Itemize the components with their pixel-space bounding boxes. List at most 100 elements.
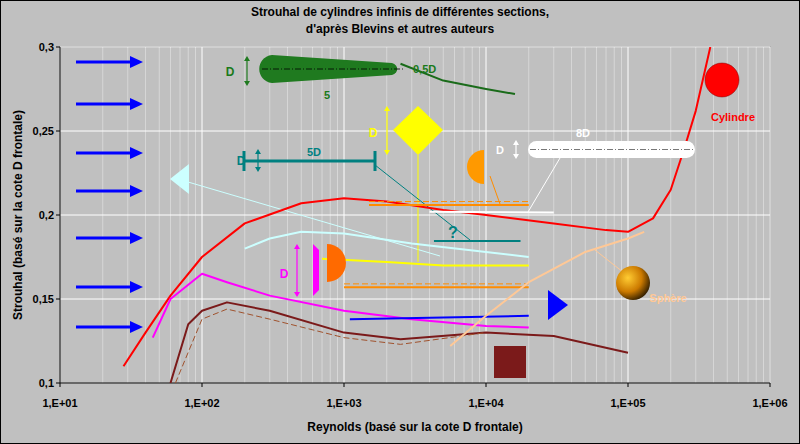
- dimension-arrow-head: [255, 149, 261, 154]
- annotation: 0,5D: [413, 63, 436, 75]
- dimension-arrow: [515, 144, 516, 155]
- series-line: [369, 204, 529, 206]
- section-icons: [170, 55, 739, 378]
- dimension-arrow: [386, 110, 387, 151]
- flow-arrow-shaft: [76, 237, 132, 240]
- x-tick: [486, 383, 487, 387]
- series-line: [171, 302, 629, 383]
- connector-line: [418, 155, 419, 262]
- dimension-arrow: [296, 248, 297, 293]
- x-tick: [60, 383, 61, 387]
- dimension-arrow-head: [244, 81, 250, 86]
- dimension-arrow-head: [513, 154, 519, 159]
- series-line: [429, 211, 553, 214]
- dimension-arrow: [246, 60, 247, 82]
- beam-flange: [374, 151, 377, 171]
- dimension-arrow: [257, 153, 258, 168]
- title: Strouhal de cylindres infinis de différe…: [251, 5, 549, 19]
- triangle-section: [548, 290, 568, 320]
- subtitle: d'après Blevins et autres auteurs: [306, 22, 495, 36]
- flat-plate-section: [313, 244, 319, 296]
- circle-section: [705, 63, 739, 97]
- plate-section: [528, 141, 695, 158]
- flow-arrow-shaft: [76, 190, 132, 193]
- annotation: ?: [448, 224, 458, 241]
- y-tick-label: 0,3: [39, 41, 54, 53]
- grid: [60, 47, 770, 383]
- annotation: 5: [324, 89, 330, 101]
- x-tick-label: 1,E+01: [42, 397, 77, 409]
- y-tick-label: 0,15: [33, 293, 54, 305]
- y-tick-label: 0,1: [39, 377, 54, 389]
- y-tick-label: 0,2: [39, 209, 54, 221]
- background: [1, 1, 800, 444]
- dimension-arrow-head: [384, 150, 390, 155]
- y-tick-label: 0,25: [33, 125, 54, 137]
- connector-line: [188, 182, 440, 256]
- beam-section: [244, 160, 375, 163]
- annotation: Sphère: [649, 292, 686, 304]
- flow-arrow-head: [130, 147, 143, 159]
- half-disc-section: [327, 244, 346, 282]
- series-line: [344, 286, 529, 288]
- series-line: [369, 201, 529, 202]
- series-group: [124, 47, 711, 383]
- y-axis-line: [60, 47, 61, 383]
- chart: 1,E+01 1,E+02 1,E+03 1,E+04 1,E+05 1,E+06 0,1 0…: [0, 0, 800, 444]
- dimension-arrow-head: [255, 167, 261, 172]
- series-line: [175, 309, 486, 383]
- flow-arrow-head: [130, 232, 143, 244]
- x-axis-line: [60, 383, 770, 384]
- annotations: D0,5D5D5DDD8D?DCylindreSphère: [226, 63, 755, 304]
- annotation: 5D: [307, 146, 321, 158]
- flow-arrow-shaft: [76, 152, 132, 155]
- x-grid-line: [60, 47, 61, 383]
- series-line: [401, 64, 515, 94]
- x-tick-label: 1,E+03: [326, 397, 361, 409]
- annotation: D: [237, 154, 246, 168]
- x-tick-label: 1,E+06: [752, 397, 787, 409]
- connector-line: [528, 158, 560, 212]
- flow-arrow-head: [130, 185, 143, 197]
- series-line: [245, 232, 529, 257]
- x-tick: [202, 383, 203, 387]
- x-tick-label: 1,E+04: [468, 397, 504, 409]
- y-axis-label: Strouhal (basé sur la cote D frontale): [11, 110, 25, 320]
- x-tick-label: 1,E+05: [610, 397, 645, 409]
- y-tick: [56, 299, 60, 300]
- series-line: [434, 240, 521, 242]
- flow-arrow-head: [130, 56, 143, 68]
- y-grid-line: [60, 383, 770, 384]
- annotation: D: [226, 65, 235, 79]
- annotation: D: [496, 144, 504, 156]
- half-disc-section: [467, 150, 484, 184]
- annotation: D: [280, 267, 289, 281]
- x-axis-label: Reynolds (basé sur la cote D frontale): [307, 420, 522, 434]
- dimension-arrow-head: [244, 56, 250, 61]
- x-tick-label: 1,E+02: [184, 397, 219, 409]
- y-tick: [56, 131, 60, 132]
- flow-arrow-shaft: [76, 286, 132, 289]
- connector-line: [490, 176, 500, 204]
- series-line: [350, 316, 529, 319]
- series-line: [322, 259, 529, 266]
- series-line: [450, 232, 644, 346]
- y-tick: [56, 47, 60, 48]
- series-line: [344, 283, 529, 284]
- x-tick: [770, 383, 771, 387]
- series-line: [124, 47, 711, 366]
- dimension-arrow-head: [513, 140, 519, 145]
- square-section: [494, 346, 526, 378]
- decorations: [76, 56, 628, 333]
- triangle-section: [170, 164, 189, 194]
- x-tick: [344, 383, 345, 387]
- axis-dashline: [530, 149, 695, 150]
- dimension-arrow-head: [294, 292, 300, 297]
- annotation: D: [369, 126, 378, 140]
- y-tick: [56, 383, 60, 384]
- annotation: Cylindre: [711, 111, 755, 123]
- diamond-section: [393, 106, 443, 155]
- dimension-arrow-head: [384, 106, 390, 111]
- axis-dashline: [262, 69, 405, 70]
- y-tick: [56, 215, 60, 216]
